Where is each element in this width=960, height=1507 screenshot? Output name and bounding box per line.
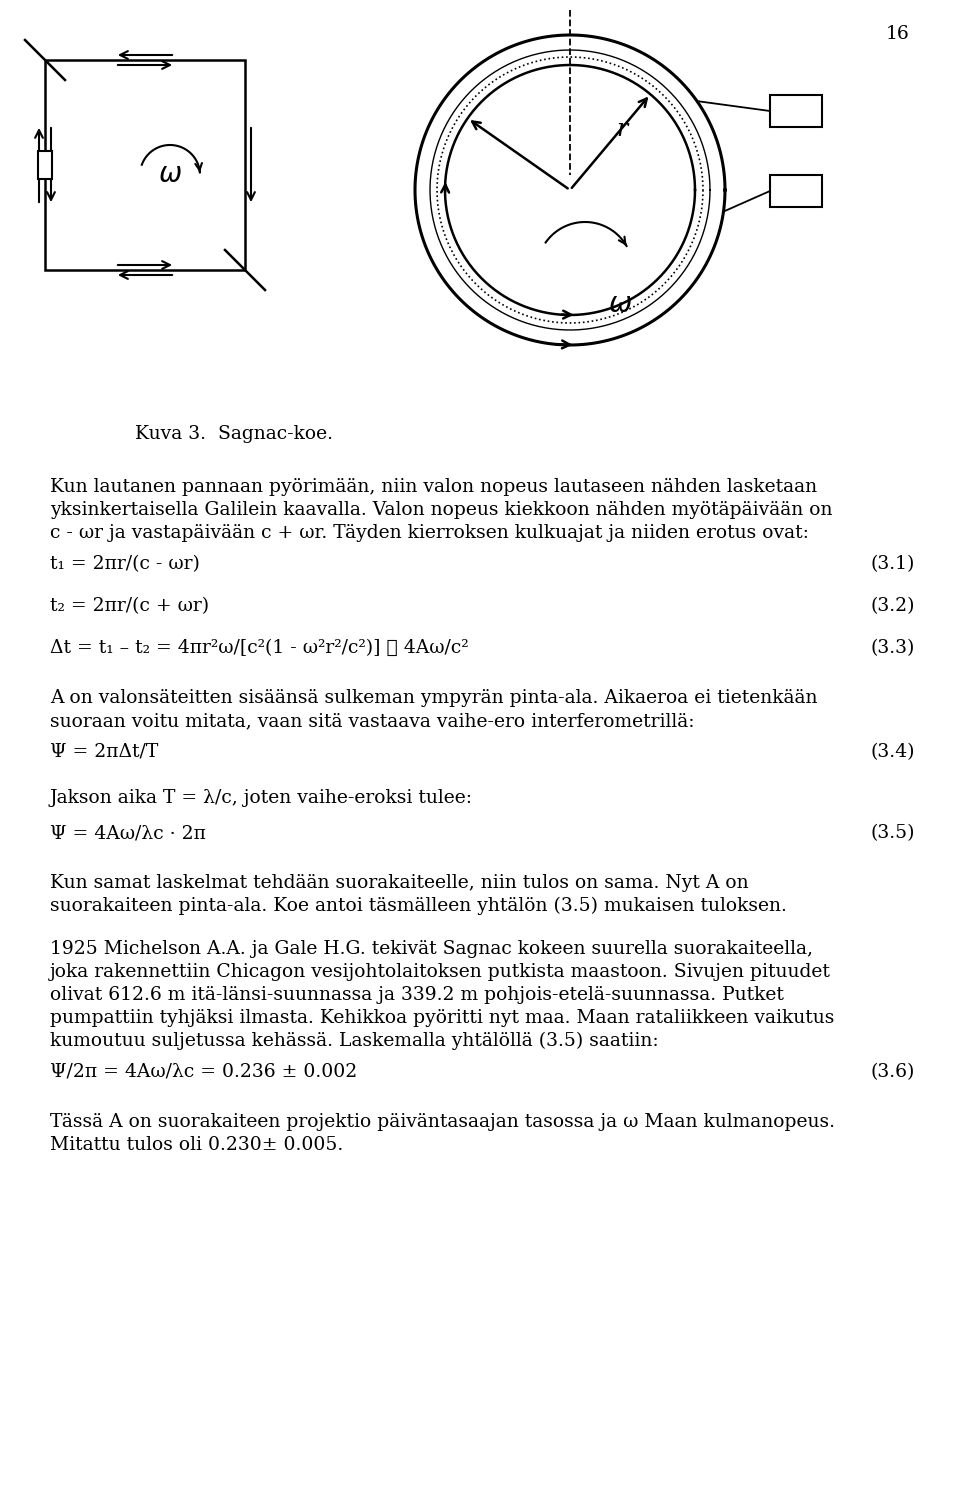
Text: Δt = t₁ – t₂ = 4πr²ω/[c²(1 - ω²r²/c²)] ≅ 4Aω/c²: Δt = t₁ – t₂ = 4πr²ω/[c²(1 - ω²r²/c²)] ≅… [50,639,468,657]
Text: $\omega$: $\omega$ [608,291,632,318]
Text: (3.5): (3.5) [871,824,915,842]
Text: suoraan voitu mitata, vaan sitä vastaava vaihe-ero interferometrillä:: suoraan voitu mitata, vaan sitä vastaava… [50,711,694,729]
Bar [770,95,822,127]
Text: c - ωr ja vastapäivään c + ωr. Täyden kierroksen kulkuajat ja niiden erotus ovat: c - ωr ja vastapäivään c + ωr. Täyden ki… [50,524,809,543]
Text: Kun lautanen pannaan pyörimään, niin valon nopeus lautaseen nähden lasketaan: Kun lautanen pannaan pyörimään, niin val… [50,478,817,496]
Text: 16: 16 [886,26,910,44]
Text: t₁ = 2πr/(c - ωr): t₁ = 2πr/(c - ωr) [50,555,200,573]
Text: olivat 612.6 m itä-länsi-suunnassa ja 339.2 m pohjois-etelä-suunnassa. Putket: olivat 612.6 m itä-länsi-suunnassa ja 33… [50,986,784,1004]
Text: (3.2): (3.2) [871,597,915,615]
Text: Mitattu tulos oli 0.230± 0.005.: Mitattu tulos oli 0.230± 0.005. [50,1136,344,1154]
Text: pumpattiin tyhjäksi ilmasta. Kehikkoa pyöritti nyt maa. Maan rataliikkeen vaikut: pumpattiin tyhjäksi ilmasta. Kehikkoa py… [50,1010,834,1026]
Text: Kun samat laskelmat tehdään suorakaiteelle, niin tulos on sama. Nyt A on: Kun samat laskelmat tehdään suorakaiteel… [50,874,749,892]
Text: Ψ = 4Aω/λc · 2π: Ψ = 4Aω/λc · 2π [50,824,205,842]
Bar [45,60,245,270]
Text: $\omega$: $\omega$ [158,161,182,188]
Text: (3.6): (3.6) [871,1062,915,1081]
Text: Kuva 3.  Sagnac-koe.: Kuva 3. Sagnac-koe. [135,425,333,443]
Text: (3.4): (3.4) [871,743,915,761]
Text: suorakaiteen pinta-ala. Koe antoi täsmälleen yhtälön (3.5) mukaisen tuloksen.: suorakaiteen pinta-ala. Koe antoi täsmäl… [50,897,787,915]
Text: (3.1): (3.1) [871,555,915,573]
Text: joka rakennettiin Chicagon vesijohtolaitoksen putkista maastoon. Sivujen pituude: joka rakennettiin Chicagon vesijohtolait… [50,963,830,981]
Text: Ψ = 2πΔt/T: Ψ = 2πΔt/T [50,743,158,761]
Text: 2: 2 [790,182,803,200]
Text: Tässä A on suorakaiteen projektio päiväntasaajan tasossa ja ω Maan kulmanopeus.: Tässä A on suorakaiteen projektio päivän… [50,1114,835,1130]
Bar [770,175,822,206]
Text: r: r [616,119,628,142]
Text: 1925 Michelson A.A. ja Gale H.G. tekivät Sagnac kokeen suurella suorakaiteella,: 1925 Michelson A.A. ja Gale H.G. tekivät… [50,940,813,958]
Bar [38,151,52,179]
Text: (3.3): (3.3) [871,639,915,657]
Text: Ψ/2π = 4Aω/λc = 0.236 ± 0.002: Ψ/2π = 4Aω/λc = 0.236 ± 0.002 [50,1062,357,1081]
Text: t₂ = 2πr/(c + ωr): t₂ = 2πr/(c + ωr) [50,597,209,615]
Text: kumoutuu suljetussa kehässä. Laskemalla yhtälöllä (3.5) saatiin:: kumoutuu suljetussa kehässä. Laskemalla … [50,1032,659,1050]
Text: Jakson aika T = λ/c, joten vaihe-eroksi tulee:: Jakson aika T = λ/c, joten vaihe-eroksi … [50,790,473,808]
Text: A on valonsäteitten sisäänsä sulkeman ympyrän pinta-ala. Aikaeroa ei tietenkään: A on valonsäteitten sisäänsä sulkeman ym… [50,689,818,707]
Text: 1: 1 [790,102,803,121]
Text: yksinkertaisella Galilein kaavalla. Valon nopeus kiekkoon nähden myötäpäivään on: yksinkertaisella Galilein kaavalla. Valo… [50,500,832,518]
